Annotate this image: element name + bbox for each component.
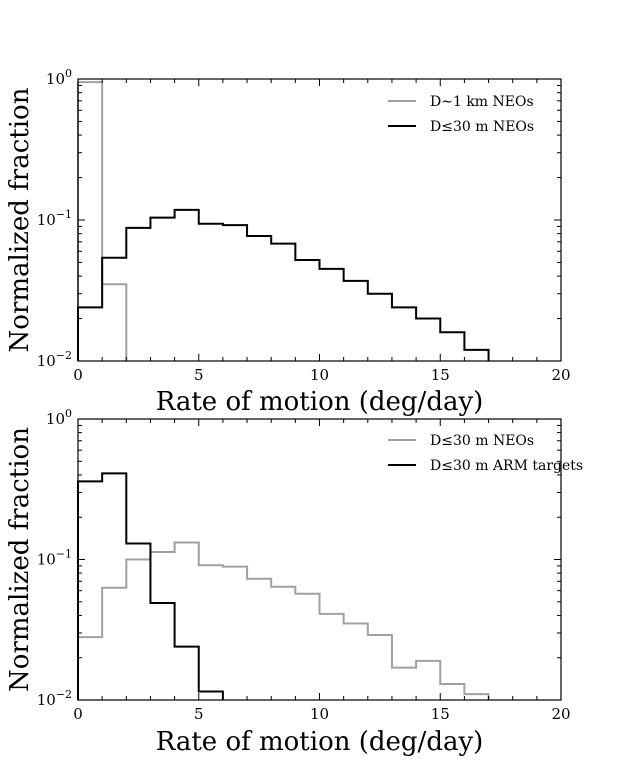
y-tick-exponent: −1 <box>56 548 72 561</box>
legend-label-2: D≤30 m ARM targets <box>430 458 583 474</box>
x-axis-ticks <box>77 419 562 700</box>
legend-label-1: D≤30 m NEOs <box>430 433 534 449</box>
x-tick-label: 20 <box>551 705 570 723</box>
x-tick-label: 5 <box>194 705 204 723</box>
y-tick-label: 10−2 <box>37 349 72 370</box>
legend: D≤30 m NEOs D≤30 m ARM targets <box>388 433 583 474</box>
y-tick-label: 10−1 <box>37 548 72 569</box>
x-tick-label: 20 <box>551 366 570 384</box>
series-step-line-1 <box>77 541 490 700</box>
series-step-line-2 <box>77 472 224 700</box>
legend-label-2: D≤30 m NEOs <box>430 119 534 135</box>
y-tick-label: 10−2 <box>37 688 72 709</box>
x-tick-label: 5 <box>194 366 204 384</box>
y-axis-label: Normalized fraction <box>5 427 35 692</box>
y-tick-base: 10 <box>37 551 56 569</box>
y-tick-exponent: 0 <box>65 67 72 80</box>
x-axis-label: Rate of motion (deg/day) <box>156 727 484 757</box>
y-tick-base: 10 <box>37 352 56 370</box>
legend-label-1: D∼1 km NEOs <box>430 94 534 110</box>
x-tick-label: 10 <box>310 705 329 723</box>
x-tick-label: 15 <box>431 705 450 723</box>
legend: D∼1 km NEOs D≤30 m NEOs <box>388 94 534 135</box>
x-tick-label: 10 <box>310 366 329 384</box>
series-step-line-2 <box>77 208 490 361</box>
x-tick-label: 0 <box>73 366 83 384</box>
x-axis-label: Rate of motion (deg/day) <box>156 387 484 417</box>
x-tick-label: 0 <box>73 705 83 723</box>
y-tick-exponent: −1 <box>56 208 72 221</box>
y-tick-base: 10 <box>37 691 56 709</box>
y-tick-exponent: −2 <box>56 688 72 701</box>
y-tick-label: 100 <box>46 67 72 88</box>
x-axis-ticks <box>77 79 562 361</box>
y-tick-label: 100 <box>46 407 72 428</box>
y-tick-label: 10−1 <box>37 208 72 229</box>
y-tick-base: 10 <box>46 70 65 88</box>
y-tick-exponent: −2 <box>56 349 72 362</box>
y-axis-ticks <box>78 418 561 701</box>
y-axis-label: Normalized fraction <box>5 87 35 352</box>
y-tick-exponent: 0 <box>65 407 72 420</box>
x-tick-label: 15 <box>431 366 450 384</box>
y-axis-ticks <box>78 78 561 362</box>
y-tick-base: 10 <box>46 410 65 428</box>
y-tick-base: 10 <box>37 211 56 229</box>
